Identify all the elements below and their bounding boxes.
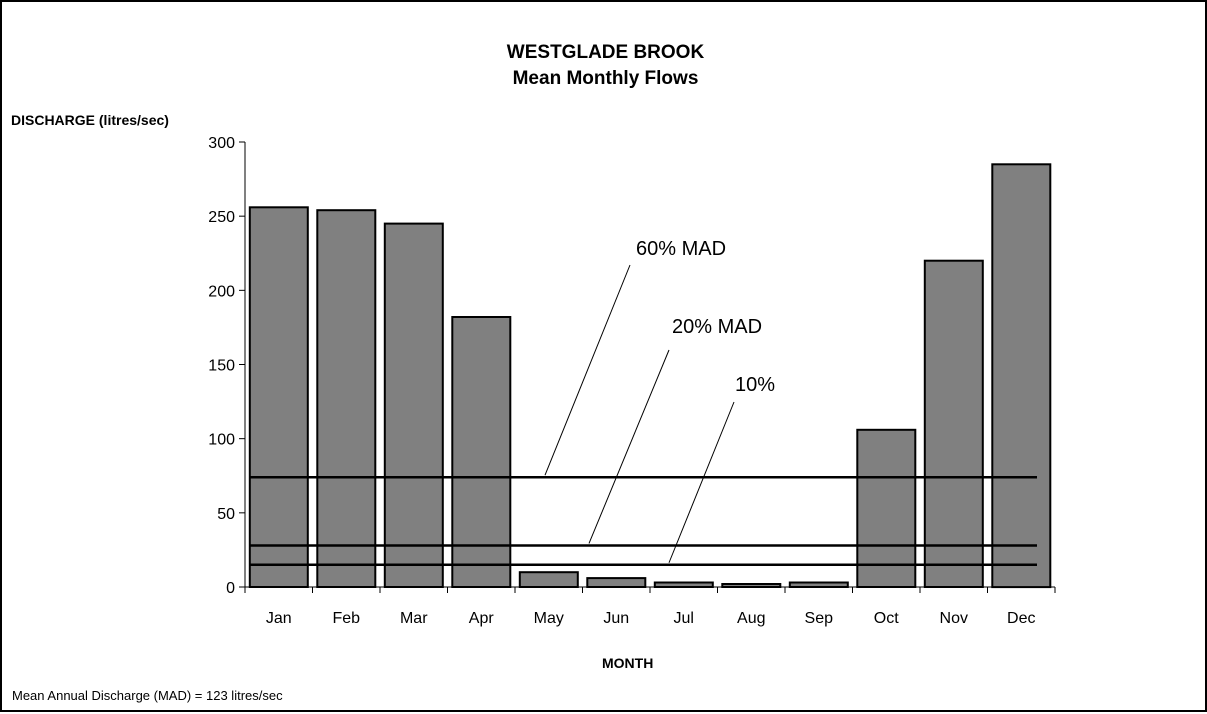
bar-sep (788, 581, 849, 588)
bar-may (518, 571, 579, 589)
y-tick-label-50: 50 (217, 506, 235, 523)
bar-mar (383, 222, 444, 588)
reference-lines (249, 475, 1037, 567)
bar-series (248, 163, 1052, 589)
annotation-label-1: 20% MAD (672, 316, 762, 338)
y-tick-label-150: 150 (208, 358, 235, 375)
x-tick-label-oct: Oct (874, 610, 899, 627)
x-tick-label-aug: Aug (737, 610, 765, 627)
x-tick-label-jan: Jan (266, 610, 292, 627)
bar-nov (923, 259, 984, 588)
chart-title: WESTGLADE BROOK (506, 42, 705, 63)
chart-subtitle: Mean Monthly Flows (512, 68, 699, 89)
y-tick-label-200: 200 (208, 283, 235, 300)
x-tick-label-sep: Sep (805, 610, 834, 627)
y-tick-label-300: 300 (208, 135, 235, 152)
reference-line-annotations: 60% MAD 20% MAD 10% (544, 238, 775, 563)
x-tick-label-apr: Apr (469, 610, 495, 627)
annotation-label-2: 10% (735, 374, 775, 396)
bar-feb (316, 209, 377, 588)
x-tick-label-jul: Jul (674, 610, 694, 627)
chart-title-block: WESTGLADE BROOK Mean Monthly Flows (2, 40, 1207, 92)
y-tick-label-0: 0 (226, 580, 235, 597)
y-axis-label: DISCHARGE (litres/sec) (11, 112, 169, 128)
x-axis-label: MONTH (602, 655, 654, 671)
x-tick-label-may: May (534, 610, 564, 627)
x-tick-label-jun: Jun (603, 610, 629, 627)
y-tick-label-250: 250 (208, 209, 235, 226)
bar-jul (653, 581, 714, 588)
x-tick-label-feb: Feb (332, 610, 360, 627)
bar-jan (248, 206, 309, 589)
chart-footnote: Mean Annual Discharge (MAD) = 123 litres… (12, 688, 283, 703)
y-tick-label-100: 100 (208, 432, 235, 449)
bar-dec (991, 163, 1052, 589)
x-tick-label-dec: Dec (1007, 610, 1035, 627)
annotation-leader-0 (544, 264, 631, 476)
axes: 0 50 100 150 200 250 300 Jan Feb Mar Apr May Jun Jul A… (208, 135, 1056, 627)
annotation-leader-1 (588, 349, 670, 544)
annotation-label-0: 60% MAD (636, 238, 726, 260)
x-tick-label-nov: Nov (940, 610, 968, 627)
x-tick-label-mar: Mar (400, 610, 428, 627)
annotation-leader-2 (668, 401, 735, 563)
bar-jun (586, 577, 647, 588)
bar-oct (856, 428, 917, 588)
